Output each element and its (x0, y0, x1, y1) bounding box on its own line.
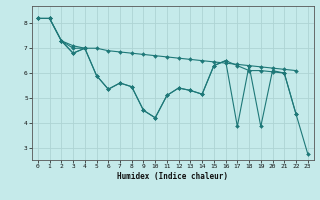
X-axis label: Humidex (Indice chaleur): Humidex (Indice chaleur) (117, 172, 228, 181)
